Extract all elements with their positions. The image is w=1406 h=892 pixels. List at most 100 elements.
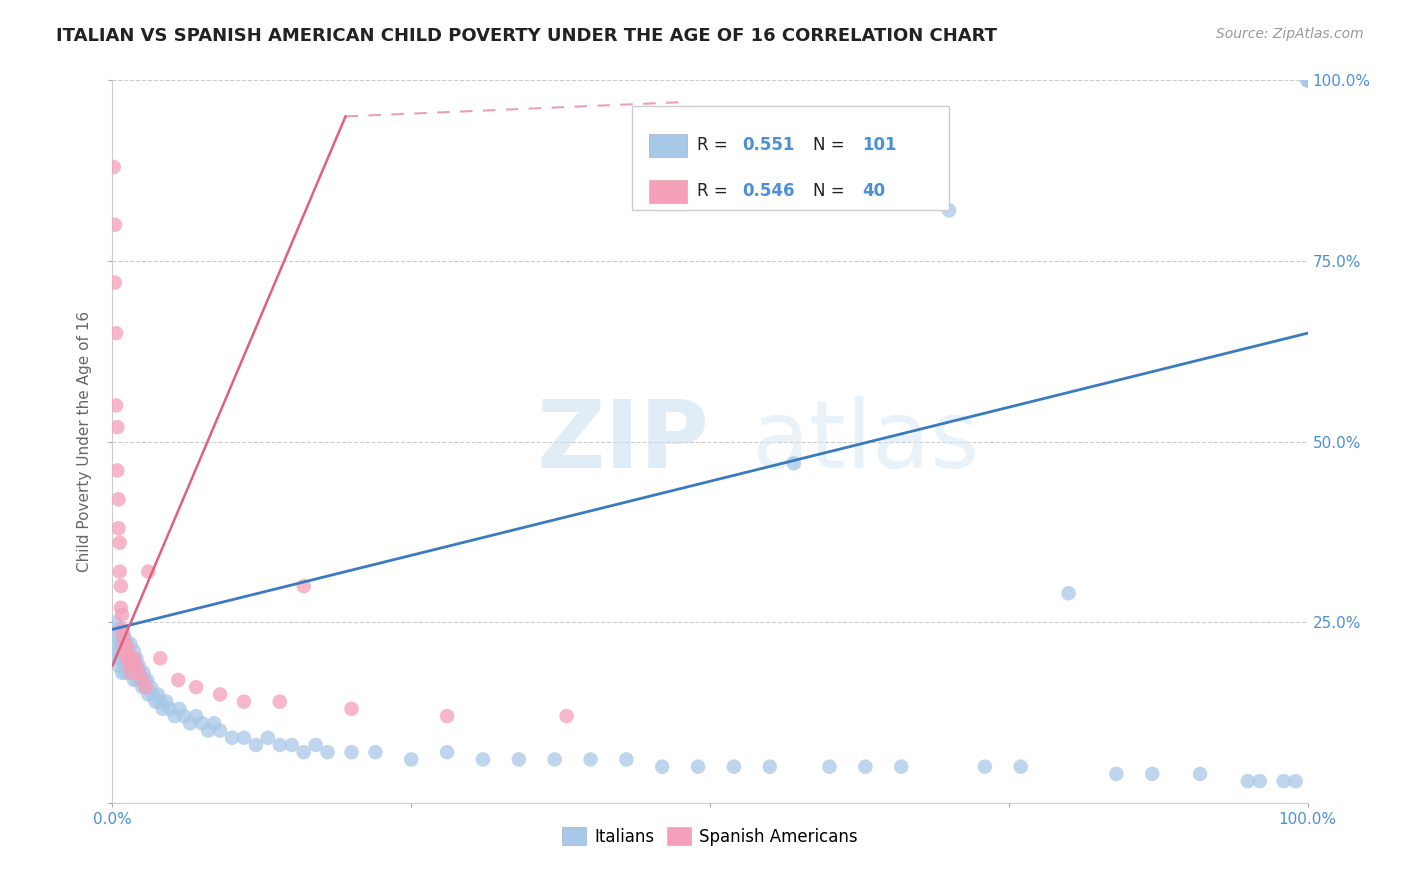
Point [125,658,148,673]
Point [134,673,156,687]
Point [115,651,138,665]
Point [114,651,135,665]
Text: 0.551: 0.551 [742,136,794,154]
Point [107,492,129,507]
Point [1272,774,1295,789]
Point [257,731,280,745]
Point [651,760,673,774]
Point [688,760,710,774]
Point [163,709,186,723]
Text: R =: R = [697,136,733,154]
Point [155,695,177,709]
Point [281,738,304,752]
Point [117,644,139,658]
Point [108,644,131,658]
Point [107,658,129,673]
Point [782,456,804,470]
Point [1057,586,1080,600]
Point [132,665,155,680]
Point [169,702,191,716]
Point [110,600,132,615]
Text: ITALIAN VS SPANISH AMERICAN CHILD POVERTY UNDER THE AGE OF 16 CORRELATION CHART: ITALIAN VS SPANISH AMERICAN CHILD POVERT… [56,27,997,45]
Point [233,695,256,709]
Text: 40: 40 [862,183,884,201]
Text: 0.546: 0.546 [742,183,794,201]
Point [114,644,136,658]
Point [112,630,135,644]
Point [104,218,127,232]
Point [131,673,153,687]
Point [127,673,149,687]
Point [191,716,214,731]
Point [108,535,131,549]
Text: Source: ZipAtlas.com: Source: ZipAtlas.com [1216,27,1364,41]
Point [890,760,912,774]
Text: ZIP: ZIP [537,395,710,488]
Point [138,565,160,579]
Point [108,565,131,579]
Point [543,752,565,766]
Point [472,752,495,766]
Y-axis label: Child Poverty Under the Age of 16: Child Poverty Under the Age of 16 [77,311,93,572]
Point [125,651,148,665]
Point [118,658,141,673]
Point [149,651,172,665]
Point [159,702,181,716]
Point [974,760,997,774]
Point [120,637,142,651]
Point [197,723,219,738]
Point [316,745,339,759]
Point [105,420,128,434]
Point [221,731,243,745]
Point [135,680,157,694]
Point [104,276,127,290]
Point [855,760,877,774]
Legend: Italians, Spanish Americans: Italians, Spanish Americans [555,821,865,852]
Point [115,651,138,665]
Point [105,398,128,412]
Point [759,760,782,774]
FancyBboxPatch shape [650,134,688,157]
Point [233,731,256,745]
Point [202,716,225,731]
Point [364,745,387,759]
Point [122,644,145,658]
Point [110,651,132,665]
Point [167,673,190,687]
Point [120,651,142,665]
Point [436,709,458,723]
Point [340,745,363,759]
Point [1296,73,1319,87]
Point [135,680,157,694]
Point [121,658,143,673]
Point [340,702,363,716]
Point [292,745,315,759]
Point [186,709,208,723]
Text: N =: N = [813,183,849,201]
Point [1010,760,1032,774]
Point [292,579,315,593]
Point [104,637,127,651]
Point [121,665,143,680]
Point [122,673,145,687]
Point [1105,767,1128,781]
Point [111,630,134,644]
Point [114,630,135,644]
Point [112,637,135,651]
Point [818,760,841,774]
Point [112,644,135,658]
Point [121,651,143,665]
Point [149,695,172,709]
Point [269,738,291,752]
Text: atlas: atlas [752,395,980,488]
Point [142,687,165,701]
Point [108,623,131,637]
Point [103,160,125,174]
Point [125,665,148,680]
Text: 101: 101 [862,136,896,154]
Point [122,651,145,665]
Point [1285,774,1308,789]
Point [209,723,232,738]
Point [173,709,195,723]
Text: N =: N = [813,136,849,154]
